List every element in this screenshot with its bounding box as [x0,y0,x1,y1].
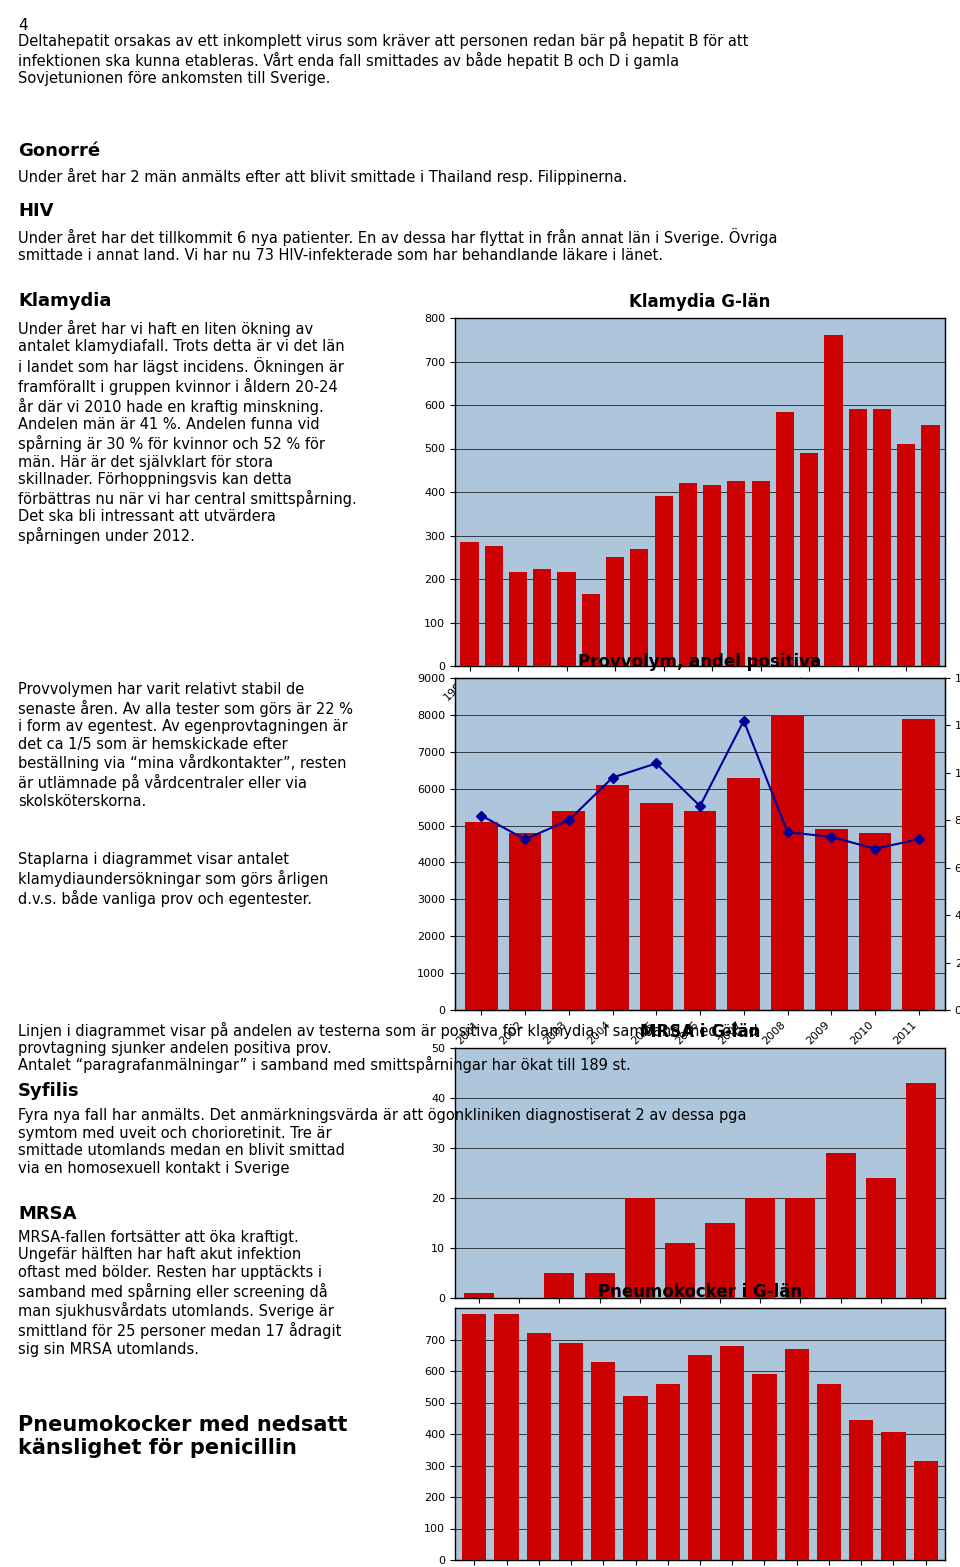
Bar [527,1334,551,1561]
Text: Antalet “paragrafanmälningar” i samband med smittspårningar har ökat till 189 st: Antalet “paragrafanmälningar” i samband … [18,1056,631,1073]
Bar [684,810,716,1011]
Bar [914,1460,938,1561]
Bar [640,804,673,1011]
Text: MRSA: MRSA [18,1205,77,1222]
Bar [849,1420,874,1561]
Title: Pneumokocker i G-län: Pneumokocker i G-län [598,1283,802,1301]
Bar [753,1374,777,1561]
Bar [679,483,697,666]
Bar [552,810,586,1011]
Text: Provvolymen har varit relativt stabil de
senaste åren. Av alla tester som görs ä: Provvolymen har varit relativt stabil de… [18,682,353,809]
Bar [771,715,804,1011]
Text: Fyra nya fall har anmälts. Det anmärkningsvärda är att ögonkliniken diagnostiser: Fyra nya fall har anmälts. Det anmärknin… [18,1108,747,1124]
Bar [703,486,721,666]
Bar [494,1315,518,1561]
Text: Staplarna i diagrammet visar antalet
klamydiaundersökningar som görs årligen
d.v: Staplarna i diagrammet visar antalet kla… [18,852,328,907]
Text: Under året har vi haft en liten ökning av
antalet klamydiafall. Trots detta är v: Under året har vi haft en liten ökning a… [18,320,357,544]
Bar [591,1362,615,1561]
Bar [873,409,891,666]
Bar [655,497,673,666]
Bar [776,412,794,666]
Bar [866,1178,896,1297]
Bar [897,443,915,666]
Bar [585,1272,614,1297]
Bar [785,1199,815,1297]
Text: Pneumokocker med nedsatt
känslighet för penicillin: Pneumokocker med nedsatt känslighet för … [18,1415,348,1459]
Bar [461,542,479,666]
Bar [815,829,848,1011]
Title: Klamydia G-län: Klamydia G-län [630,293,771,310]
Bar [745,1199,776,1297]
Bar [800,453,818,666]
Bar [509,834,541,1011]
Text: Deltahepatit orsakas av ett inkomplett virus som kräver att personen redan bär p: Deltahepatit orsakas av ett inkomplett v… [18,31,749,86]
Text: Klamydia: Klamydia [18,291,111,310]
Bar [665,1243,695,1297]
Bar [728,481,746,666]
Bar [558,572,576,666]
Bar [559,1343,583,1561]
Bar [881,1432,905,1561]
Bar [596,785,629,1011]
Bar [688,1355,712,1561]
Text: Syfilis: Syfilis [18,1081,80,1100]
Text: Under året har 2 män anmälts efter att blivit smittade i Thailand resp. Filippin: Under året har 2 män anmälts efter att b… [18,168,627,185]
Bar [922,425,940,666]
Bar [849,409,867,666]
Bar [705,1222,735,1297]
Bar [582,594,600,666]
Title: MRSA i G-län: MRSA i G-län [639,1023,760,1040]
Bar [544,1272,574,1297]
Text: symtom med uveit och chorioretinit. Tre är
smittade utomlands medan en blivit sm: symtom med uveit och chorioretinit. Tre … [18,1127,345,1175]
Bar [752,481,770,666]
Bar [656,1384,680,1561]
Text: MRSA-fallen fortsätter att öka kraftigt.
Ungefär hälften har haft akut infektion: MRSA-fallen fortsätter att öka kraftigt.… [18,1230,342,1357]
Text: HIV: HIV [18,202,54,219]
Text: Under året har det tillkommit 6 nya patienter. En av dessa har flyttat in från a: Under året har det tillkommit 6 nya pati… [18,229,778,263]
Bar [825,335,843,666]
Bar [720,1346,744,1561]
Bar [606,558,624,666]
Bar [906,1083,936,1297]
Text: 4: 4 [18,17,28,33]
Bar [533,569,551,666]
Bar [784,1349,808,1561]
Bar [631,548,648,666]
Text: Linjen i diagrammet visar på andelen av testerna som är positiva för klamydia. I: Linjen i diagrammet visar på andelen av … [18,1022,757,1056]
Text: Gonorré: Gonorré [18,143,100,160]
Bar [623,1396,648,1561]
Bar [817,1384,841,1561]
Bar [464,1293,494,1297]
Bar [902,719,935,1011]
Bar [625,1199,655,1297]
Bar [485,547,503,666]
Title: Provvolym, andel positiva: Provvolym, andel positiva [579,653,822,671]
Bar [826,1153,855,1297]
Bar [465,821,497,1011]
Bar [728,777,760,1011]
Bar [463,1315,487,1561]
Bar [858,834,892,1011]
Bar [509,572,527,666]
